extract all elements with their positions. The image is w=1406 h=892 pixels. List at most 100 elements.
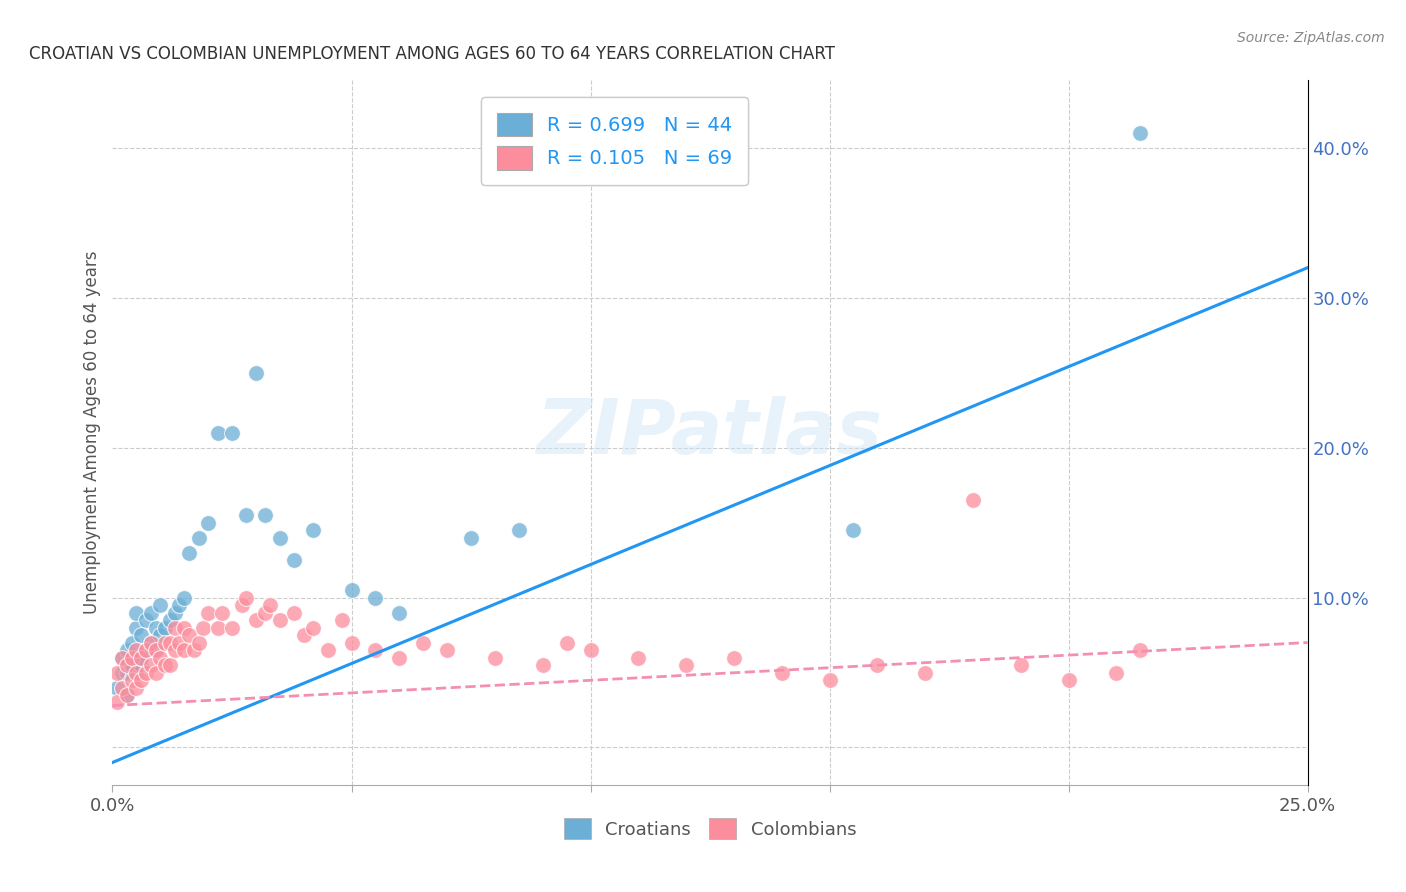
Point (283, 553, 305, 567)
Point (121, 650, 143, 665)
Point (818, 673, 841, 687)
Point (1129, 643, 1152, 657)
Point (770, 665, 793, 680)
Point (149, 650, 172, 665)
Point (159, 658, 181, 673)
Point (145, 643, 167, 657)
Point (163, 643, 186, 657)
Point (153, 658, 176, 673)
Point (388, 606, 411, 620)
Point (245, 613, 267, 627)
Point (149, 628, 172, 642)
Point (675, 658, 697, 673)
Point (135, 643, 157, 657)
Point (723, 650, 745, 665)
Point (460, 531, 482, 545)
Point (531, 658, 554, 673)
Point (187, 635, 209, 649)
Point (508, 523, 530, 537)
Point (115, 688, 138, 702)
Point (129, 650, 152, 665)
Point (388, 650, 411, 665)
Point (145, 643, 167, 657)
Point (866, 658, 889, 673)
Point (283, 606, 305, 620)
Point (235, 591, 257, 605)
Point (211, 606, 233, 620)
Point (139, 635, 162, 649)
Point (1010, 658, 1032, 673)
Point (105, 696, 128, 710)
Point (125, 606, 148, 620)
Point (177, 628, 200, 642)
Point (149, 598, 172, 612)
Point (115, 665, 138, 680)
Point (163, 606, 186, 620)
Point (111, 650, 134, 665)
Point (197, 606, 219, 620)
Point (125, 621, 148, 635)
Point (340, 635, 363, 649)
Point (125, 681, 148, 695)
Point (436, 643, 458, 657)
Point (302, 621, 325, 635)
Point (145, 665, 167, 680)
Point (169, 635, 191, 649)
Point (135, 643, 157, 657)
Point (254, 508, 277, 522)
Point (111, 650, 134, 665)
Point (121, 658, 143, 673)
Point (259, 598, 281, 612)
Point (115, 658, 138, 673)
Point (115, 688, 138, 702)
Point (111, 665, 134, 680)
Point (1057, 673, 1080, 687)
Point (340, 582, 363, 597)
Point (139, 635, 162, 649)
Point (207, 425, 229, 440)
Text: Source: ZipAtlas.com: Source: ZipAtlas.com (1237, 31, 1385, 45)
Point (914, 665, 936, 680)
Point (125, 665, 148, 680)
Point (135, 613, 157, 627)
Point (115, 643, 138, 657)
Text: CROATIAN VS COLOMBIAN UNEMPLOYMENT AMONG AGES 60 TO 64 YEARS CORRELATION CHART: CROATIAN VS COLOMBIAN UNEMPLOYMENT AMONG… (28, 45, 835, 63)
Point (269, 531, 291, 545)
Point (105, 665, 128, 680)
Point (129, 658, 152, 673)
Point (129, 628, 152, 642)
Point (145, 621, 167, 635)
Point (173, 621, 195, 635)
Point (221, 425, 243, 440)
Point (111, 681, 134, 695)
Point (135, 665, 157, 680)
Point (159, 613, 181, 627)
Point (1105, 665, 1128, 680)
Point (221, 621, 243, 635)
Point (193, 621, 215, 635)
Point (169, 598, 191, 612)
Point (207, 621, 229, 635)
Point (153, 635, 176, 649)
Point (292, 628, 315, 642)
Point (302, 523, 325, 537)
Point (555, 635, 578, 649)
Point (1129, 126, 1152, 140)
Point (159, 635, 181, 649)
Point (125, 650, 148, 665)
Point (197, 516, 219, 530)
Point (235, 508, 257, 522)
Point (412, 635, 434, 649)
Point (254, 606, 277, 620)
Point (364, 643, 387, 657)
Y-axis label: Unemployment Among Ages 60 to 64 years: Unemployment Among Ages 60 to 64 years (83, 251, 101, 615)
Point (231, 598, 253, 612)
Point (125, 643, 148, 657)
Point (163, 621, 186, 635)
Text: ZIPatlas: ZIPatlas (537, 396, 883, 469)
Point (269, 613, 291, 627)
Point (627, 650, 650, 665)
Point (121, 673, 143, 687)
Point (139, 606, 162, 620)
Point (842, 523, 865, 537)
